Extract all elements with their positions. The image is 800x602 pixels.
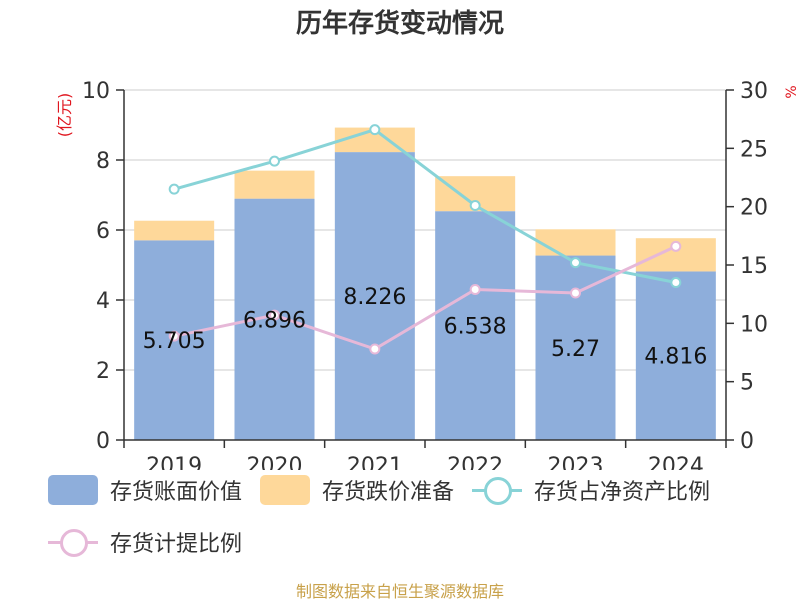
legend-label-impairment: 存货跌价准备 — [322, 480, 455, 505]
point-provision-ratio — [469, 284, 481, 295]
data-label-book-value: 5.27 — [551, 337, 600, 362]
point-net-asset-ratio — [168, 183, 180, 195]
right-axis-tick-label: 20 — [740, 196, 768, 221]
legend-swatch-impairment — [260, 475, 311, 505]
bar-impairment — [234, 170, 315, 199]
point-provision-ratio — [369, 343, 381, 355]
chart-canvas: 历年存货变动情况 (亿元) % 0 2 4 6 8 10 0 5 10 15 20 25 30 2019 2… — [55, 8, 800, 470]
bar-book-value — [334, 152, 415, 440]
x-axis-tick-label: 2019 — [146, 454, 202, 470]
legend: 存货账面价值 存货跌价准备 存货占净资产比例 存货计提比例 — [48, 470, 788, 574]
data-label-book-value: 6.538 — [444, 315, 507, 340]
point-provision-ratio — [269, 309, 280, 321]
left-axis-tick-label: 8 — [96, 149, 110, 174]
bar-impairment — [535, 229, 616, 256]
chart-title: 历年存货变动情况 — [296, 8, 504, 39]
legend-swatch-book-value — [48, 475, 98, 505]
bar-book-value — [535, 255, 616, 440]
legend-swatch-net-asset-ratio — [472, 475, 523, 505]
x-axis-tick-label: 2024 — [648, 454, 704, 470]
bar-book-value — [635, 271, 716, 440]
legend-label-book-value: 存货账面价值 — [110, 480, 243, 505]
legend-item-impairment[interactable]: 存货跌价准备 — [260, 474, 454, 506]
point-provision-ratio — [168, 330, 180, 342]
data-label-book-value: 6.896 — [243, 308, 306, 333]
legend-swatch-provision-ratio — [48, 527, 98, 557]
data-label-book-value: 5.705 — [143, 329, 206, 354]
left-axis-tick-label: 0 — [96, 429, 110, 454]
legend-label-net-asset-ratio: 存货占净资产比例 — [534, 480, 711, 505]
left-axis-tick-label: 6 — [96, 219, 110, 244]
right-axis-tick-label: 25 — [740, 137, 768, 162]
legend-item-provision-ratio[interactable]: 存货计提比例 — [48, 526, 242, 558]
left-axis-tick-label: 10 — [82, 79, 110, 104]
data-label-book-value: 4.816 — [644, 345, 707, 370]
point-provision-ratio — [670, 240, 682, 252]
right-axis-tick-label: 0 — [740, 429, 754, 454]
x-axis-tick-label: 2021 — [347, 454, 403, 470]
left-axis-label: (亿元) — [55, 93, 74, 138]
right-axis-tick-label: 5 — [740, 371, 754, 396]
point-net-asset-ratio — [369, 124, 381, 136]
point-provision-ratio — [570, 287, 581, 299]
right-axis-tick-label: 10 — [740, 312, 768, 337]
legend-item-book-value[interactable]: 存货账面价值 — [48, 474, 242, 506]
point-net-asset-ratio — [670, 277, 682, 288]
x-axis-tick-label: 2022 — [447, 454, 503, 470]
point-net-asset-ratio — [570, 257, 581, 269]
x-axis-tick-label: 2020 — [247, 454, 303, 470]
data-source-note: 制图数据来自恒生聚源数据库 — [295, 582, 504, 601]
bar-impairment — [134, 220, 215, 241]
point-net-asset-ratio — [469, 200, 481, 211]
bar-book-value — [435, 211, 516, 440]
right-axis-tick-label: 15 — [740, 254, 768, 279]
right-axis-label: % — [784, 85, 800, 98]
x-axis-tick-label: 2023 — [548, 454, 604, 470]
left-axis-tick-label: 2 — [96, 359, 110, 384]
data-label-book-value: 8.226 — [343, 285, 406, 310]
point-net-asset-ratio — [269, 155, 280, 167]
line-net-asset-ratio — [173, 128, 677, 284]
right-axis-tick-label: 30 — [740, 79, 768, 104]
legend-label-provision-ratio: 存货计提比例 — [110, 532, 243, 557]
left-axis-tick-label: 4 — [96, 289, 110, 314]
legend-item-net-asset-ratio[interactable]: 存货占净资产比例 — [472, 474, 710, 506]
line-provision-ratio — [173, 244, 677, 351]
